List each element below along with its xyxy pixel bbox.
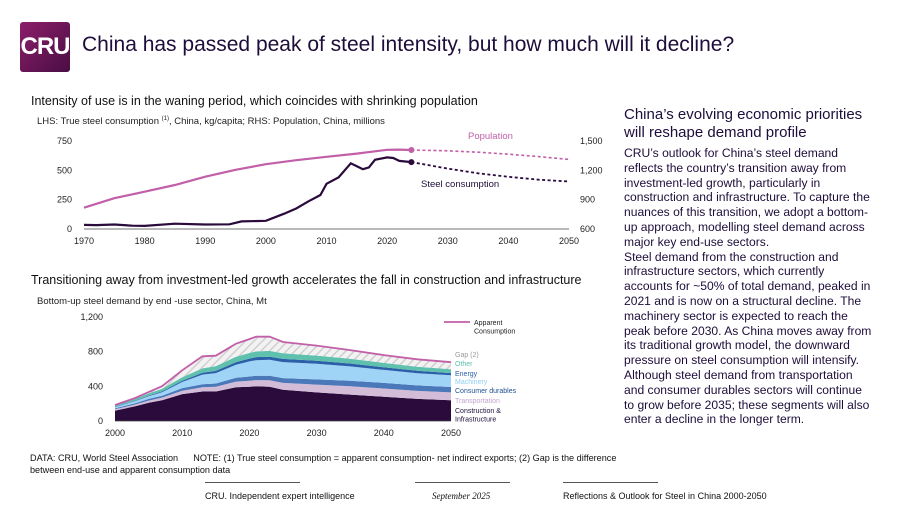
y-tick-label: 1,200 <box>80 312 103 322</box>
population-annotation: Population <box>468 131 513 142</box>
page-title: China has passed peak of steel intensity… <box>82 33 735 56</box>
intensity-chart: 1970 1980 1990 2000 2010 2020 2030 2040 2050 0 250… <box>57 131 603 246</box>
data-source: DATA: CRU, World Steel Association <box>30 453 179 463</box>
x-tick-label: 2030 <box>438 236 458 246</box>
population-line <box>83 148 412 209</box>
population-marker <box>408 146 415 153</box>
area-transportation <box>115 380 451 411</box>
area-energy <box>115 356 451 408</box>
footer-divider-center <box>415 482 510 483</box>
legend-apparent-label: Apparent Consumption <box>474 320 515 336</box>
bottom-chart-subtitle: Bottom-up steel demand by end -use secto… <box>37 296 267 307</box>
legend-apparent-line-1: Apparent <box>474 320 502 327</box>
top-chart-subtitle: LHS: True steel consumption (1), China, … <box>37 116 385 127</box>
x-tick-label: 2000 <box>105 428 125 438</box>
y-right-tick-label: 900 <box>580 195 595 205</box>
population-forecast-line <box>411 149 570 161</box>
area-other <box>115 350 451 407</box>
footer-divider-left <box>205 482 300 483</box>
logo-text: CRU <box>20 33 71 60</box>
x-tick-label: 2040 <box>498 236 518 246</box>
right-panel-heading: China’s evolving economic priorities wil… <box>624 106 863 141</box>
x-tick-label: 2030 <box>307 428 327 438</box>
y-tick-label: 400 <box>88 381 103 391</box>
y-left-tick-label: 500 <box>57 165 72 175</box>
y-right-tick-label: 1,200 <box>580 165 603 175</box>
footer-divider-right <box>563 482 658 483</box>
y-left-tick-label: 0 <box>67 224 72 234</box>
x-tick-label: 2050 <box>559 236 579 246</box>
y-tick-label: 800 <box>88 347 103 357</box>
legend-consumer-durables: Consumer durables <box>455 388 517 395</box>
right-panel-paragraph-1: CRU’s outlook for China’s steel demand r… <box>624 146 870 249</box>
legend-construction: Construction & Infrastructure <box>455 408 501 424</box>
x-tick-label: 2010 <box>172 428 192 438</box>
steel-consumption-line <box>83 156 412 228</box>
x-tick-label: 2020 <box>377 236 397 246</box>
footnote: NOTE: (1) True steel consumption = appar… <box>30 453 617 475</box>
x-tick-label: 2010 <box>316 236 336 246</box>
sector-demand-chart: 2000 2010 2020 2030 2040 2050 0 400 800 1,200 Appa… <box>80 312 516 438</box>
y-left-tick-label: 750 <box>57 136 72 146</box>
top-subtitle-sup: (1) <box>161 116 169 122</box>
area-machinery <box>115 359 451 409</box>
y-left-tick-label: 250 <box>57 195 72 205</box>
footer-date: September 2025 <box>432 491 491 501</box>
legend-other: Other <box>455 361 473 368</box>
legend-apparent-line-2: Consumption <box>474 329 515 336</box>
footer-left: CRU. Independent expert intelligence <box>205 491 355 501</box>
x-tick-label: 2050 <box>441 428 461 438</box>
legend-energy: Energy <box>455 371 478 378</box>
x-tick-label: 1980 <box>135 236 155 246</box>
source-notes: DATA: CRU, World Steel Association NOTE:… <box>30 453 630 476</box>
right-panel-paragraph-2: Steel demand from the construction and i… <box>624 249 872 427</box>
x-tick-label: 2040 <box>374 428 394 438</box>
steel-consumption-marker <box>408 159 415 166</box>
x-tick-label: 2020 <box>239 428 259 438</box>
right-panel-text: CRU’s outlook for China’s steel demand r… <box>624 146 872 427</box>
legend-construction-line-1: Construction & <box>455 408 501 415</box>
legend-construction-line-2: Infrastructure <box>455 417 496 424</box>
x-tick-label: 2000 <box>256 236 276 246</box>
y-tick-label: 0 <box>98 416 103 426</box>
top-subtitle-post: , China, kg/capita; RHS: Population, Chi… <box>168 116 385 128</box>
steel-consumption-forecast-line <box>411 161 570 183</box>
x-tick-label: 1970 <box>74 236 94 246</box>
steel-consumption-annotation: Steel consumption <box>421 179 499 190</box>
area-consumer-durables <box>115 375 451 410</box>
apparent-consumption-line <box>114 335 452 406</box>
legend-transportation: Transportation <box>455 398 500 405</box>
footer-right: Reflections & Outlook for Steel in China… <box>563 491 767 501</box>
cru-logo: CRU <box>20 22 71 72</box>
area-gap <box>115 336 451 406</box>
top-chart-title: Intensity of use is in the waning period… <box>31 94 478 108</box>
bottom-chart-title: Transitioning away from investment-led g… <box>31 273 582 287</box>
legend-machinery: Machinery <box>455 379 488 386</box>
y-right-tick-label: 600 <box>580 224 595 234</box>
legend-gap: Gap (2) <box>455 352 479 359</box>
y-right-tick-label: 1,500 <box>580 136 603 146</box>
top-subtitle-pre: LHS: True steel consumption <box>37 116 162 128</box>
area-construction-infrastructure <box>115 386 451 421</box>
x-tick-label: 1990 <box>195 236 215 246</box>
